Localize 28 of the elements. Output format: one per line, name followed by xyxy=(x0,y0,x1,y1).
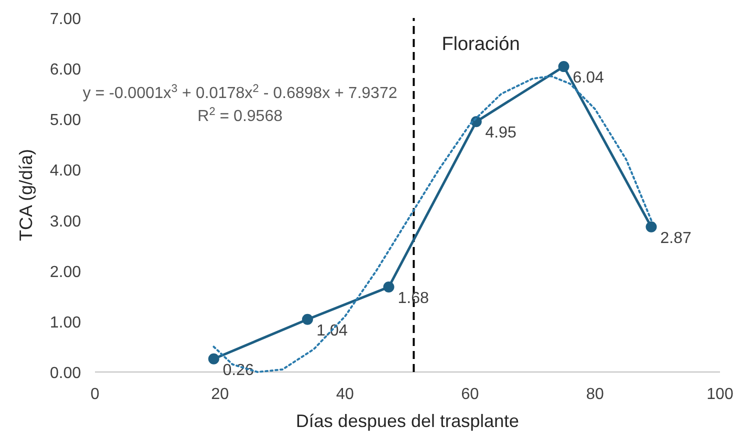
y-tick-label: 6.00 xyxy=(50,62,82,79)
point xyxy=(646,221,657,232)
y-tick-label: 7.00 xyxy=(50,11,82,28)
ref-line-label: Floración xyxy=(442,34,520,55)
point xyxy=(302,314,313,325)
y-axis-title: TCA (g/día) xyxy=(16,148,36,242)
point xyxy=(208,353,220,364)
annotation: y = -0.0001x$^{3}$ + 0.0178x$^{2}$ - 0.6898x + 7.9372 xyxy=(82,83,398,102)
data-label: 6.04 xyxy=(572,70,604,87)
x-tick-label: 100 xyxy=(706,386,734,403)
y-tick-label: 1.00 xyxy=(50,314,82,332)
y-tick-label: 4.00 xyxy=(50,162,82,180)
x-tick-label: 40 xyxy=(336,386,354,403)
x-tick-label: 20 xyxy=(211,386,229,403)
data-label: 4.95 xyxy=(485,124,516,142)
y-tick-label: 0.00 xyxy=(50,365,82,382)
data-label: 1.68 xyxy=(398,290,429,308)
y-tick-label: 2.00 xyxy=(50,264,82,281)
y-tick-label: 3.00 xyxy=(50,213,82,230)
annotation: R$^{2}$ = 0.9568 xyxy=(198,106,283,125)
y-tick-label: 5.00 xyxy=(50,112,82,130)
x-tick-label: 80 xyxy=(586,386,604,403)
x-tick-label: 60 xyxy=(461,386,479,403)
data-label: 2.87 xyxy=(660,230,692,247)
point xyxy=(558,61,570,72)
point xyxy=(383,282,394,293)
x-axis-title: Días despues del trasplante xyxy=(296,411,520,431)
x-tick-label: 0 xyxy=(90,386,100,403)
